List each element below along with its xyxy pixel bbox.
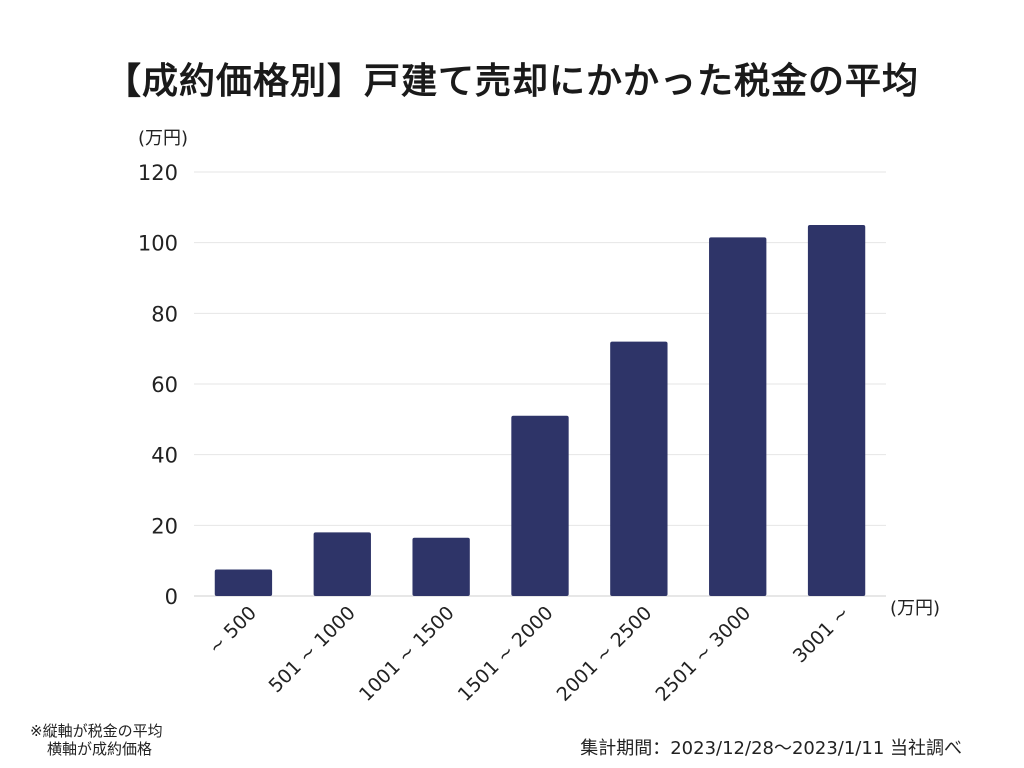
- bar: [214, 569, 273, 596]
- y-tick-label: 40: [151, 444, 178, 468]
- bar: [313, 532, 371, 596]
- bar: [511, 415, 569, 596]
- y-tick-label: 120: [138, 161, 178, 185]
- axis-note-line-1: ※縦軸が税金の平均: [30, 722, 163, 740]
- y-tick-label: 80: [151, 302, 178, 326]
- x-tick-label: 1001 ~ 1500: [355, 602, 459, 706]
- chart-title: 【成約価格別】戸建て売却にかかった税金の平均: [104, 61, 919, 102]
- y-tick-label: 60: [151, 373, 178, 397]
- x-tick-label: 3001 ~: [789, 602, 854, 667]
- x-tick-label: ~ 500: [204, 602, 261, 659]
- x-tick-label: 501 ~ 1000: [265, 602, 360, 697]
- bar: [807, 225, 866, 596]
- x-axis-unit: (万円): [890, 598, 940, 619]
- axis-note-line-2: 横軸が成約価格: [47, 740, 153, 758]
- y-tick-label: 0: [165, 585, 178, 609]
- bar: [709, 237, 767, 596]
- bar: [412, 537, 470, 596]
- source-note: 集計期間：2023/12/28〜2023/1/11 当社調べ: [580, 738, 962, 759]
- axis-note: ※縦軸が税金の平均 横軸が成約価格: [30, 722, 163, 758]
- bar: [610, 341, 668, 596]
- x-tick-label: 1501 ~ 2000: [454, 602, 558, 706]
- y-tick-label: 100: [138, 232, 178, 256]
- x-tick-label: 2001 ~ 2500: [553, 602, 657, 706]
- y-tick-label: 20: [151, 514, 178, 538]
- y-axis-unit: (万円): [138, 128, 188, 149]
- bars: [214, 225, 866, 596]
- y-axis-ticks: 0 20 40 60 80 100 120: [138, 161, 178, 609]
- x-tick-label: 2501 ~ 3000: [652, 602, 756, 706]
